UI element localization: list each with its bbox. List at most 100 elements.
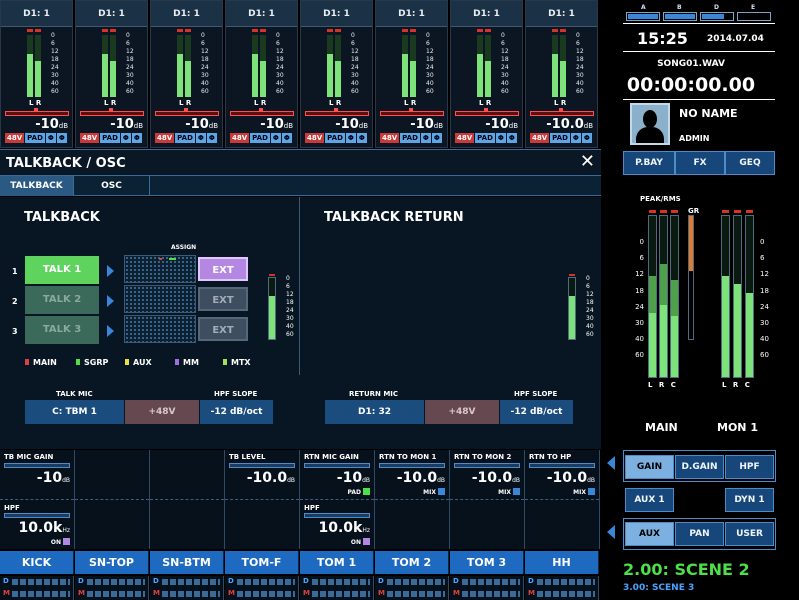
- ext-1-button[interactable]: EXT: [198, 257, 248, 281]
- param-tb-mic-gain[interactable]: TB MIC GAIN -10dB HPF 10.0kHz ON: [0, 450, 75, 549]
- phase-button[interactable]: Φ: [195, 133, 206, 143]
- channel-name[interactable]: D1: 1: [376, 1, 447, 27]
- mix-toggle[interactable]: MIX: [423, 488, 445, 496]
- phase-button[interactable]: Φ: [420, 133, 431, 143]
- param-bar[interactable]: [454, 463, 520, 468]
- channel-name[interactable]: D1: 1: [76, 1, 147, 27]
- channel-name-button[interactable]: HH: [525, 551, 599, 574]
- channel-2[interactable]: D1: 1 0 6 12 18 24 30 40 60 L R -10dB 48V PAD Φ Φ: [75, 0, 148, 148]
- link-button[interactable]: Φ: [356, 133, 367, 143]
- next-scene[interactable]: 3.00: SCENE 3: [623, 583, 695, 593]
- phantom-48v-button[interactable]: 48V: [155, 133, 175, 143]
- dgain-button[interactable]: D.GAIN: [675, 455, 724, 479]
- talk-hpf-slope-select[interactable]: -12 dB/oct: [200, 400, 273, 424]
- channel-name[interactable]: D1: 1: [451, 1, 522, 27]
- link-button[interactable]: Φ: [431, 133, 442, 143]
- talk-mic-select[interactable]: C: TBM 1: [25, 400, 124, 424]
- link-button[interactable]: Φ: [506, 133, 517, 143]
- channel-name-button[interactable]: TOM-F: [225, 551, 299, 574]
- link-button[interactable]: Φ: [281, 133, 292, 143]
- ext-2-button[interactable]: EXT: [198, 287, 248, 311]
- param-bar[interactable]: [4, 513, 70, 518]
- on-toggle[interactable]: ON: [351, 538, 370, 546]
- pad-button[interactable]: PAD: [475, 133, 495, 143]
- param-rtn-mon1[interactable]: RTN TO MON 1 -10.0dB MIX: [375, 450, 450, 549]
- channel-name[interactable]: D1: 1: [226, 1, 297, 27]
- assign-grid-3[interactable]: [124, 315, 196, 343]
- bank-d-indicator[interactable]: [700, 12, 734, 21]
- param-bar[interactable]: [304, 513, 370, 518]
- phantom-48v-button[interactable]: 48V: [380, 133, 400, 143]
- phase-button[interactable]: Φ: [120, 133, 131, 143]
- channel-fader[interactable]: [380, 108, 444, 116]
- channel-fader[interactable]: [80, 108, 144, 116]
- phantom-48v-button[interactable]: 48V: [305, 133, 325, 143]
- mix-toggle[interactable]: MIX: [498, 488, 520, 496]
- channel-fader[interactable]: [230, 108, 294, 116]
- channel-4[interactable]: D1: 1 0 6 12 18 24 30 40 60 L R -10dB 48V PAD Φ Φ: [225, 0, 298, 148]
- channel-fader[interactable]: [5, 108, 69, 116]
- aux-button[interactable]: AUX: [625, 522, 674, 546]
- param-rtn-mon2[interactable]: RTN TO MON 2 -10.0dB MIX: [450, 450, 525, 549]
- phantom-48v-button[interactable]: 48V: [455, 133, 475, 143]
- return-hpf-slope-select[interactable]: -12 dB/oct: [500, 400, 573, 424]
- arrow-left-icon[interactable]: [607, 456, 615, 470]
- arrow-left-icon[interactable]: [607, 525, 615, 539]
- channel-name[interactable]: D1: 1: [301, 1, 372, 27]
- fx-button[interactable]: FX: [675, 151, 725, 175]
- link-button[interactable]: Φ: [131, 133, 142, 143]
- tab-osc[interactable]: OSC: [74, 176, 150, 196]
- pad-button[interactable]: PAD: [325, 133, 345, 143]
- param-bar[interactable]: [379, 463, 445, 468]
- channel-6[interactable]: D1: 1 0 6 12 18 24 30 40 60 L R -10dB 48V PAD Φ Φ: [375, 0, 448, 148]
- pad-button[interactable]: PAD: [250, 133, 270, 143]
- param-bar[interactable]: [529, 463, 595, 468]
- channel-name-button[interactable]: KICK: [0, 551, 74, 574]
- pbay-button[interactable]: P.BAY: [623, 151, 675, 175]
- channel-name-button[interactable]: TOM 1: [300, 551, 374, 574]
- phantom-48v-button[interactable]: 48V: [5, 133, 25, 143]
- talk-2-button[interactable]: TALK 2: [25, 286, 99, 314]
- channel-fader[interactable]: [530, 108, 594, 116]
- channel-name-button[interactable]: TOM 2: [375, 551, 449, 574]
- return-mic-48v-button[interactable]: +48V: [425, 400, 499, 424]
- channel-name-button[interactable]: SN-BTM: [150, 551, 224, 574]
- pad-button[interactable]: PAD: [550, 133, 570, 143]
- link-button[interactable]: Φ: [56, 133, 67, 143]
- channel-name[interactable]: D1: 1: [151, 1, 222, 27]
- channel-name-button[interactable]: TOM 3: [450, 551, 524, 574]
- return-mic-select[interactable]: D1: 32: [325, 400, 424, 424]
- channel-name[interactable]: D1: 1: [1, 1, 72, 27]
- link-button[interactable]: Φ: [206, 133, 217, 143]
- pad-button[interactable]: PAD: [100, 133, 120, 143]
- phase-button[interactable]: Φ: [270, 133, 281, 143]
- channel-name[interactable]: D1: 1: [526, 1, 597, 27]
- param-bar[interactable]: [229, 463, 295, 468]
- phantom-48v-button[interactable]: 48V: [530, 133, 550, 143]
- channel-3[interactable]: D1: 1 0 6 12 18 24 30 40 60 L R -10dB 48V PAD Φ Φ: [150, 0, 223, 148]
- phase-button[interactable]: Φ: [495, 133, 506, 143]
- talk-3-button[interactable]: TALK 3: [25, 316, 99, 344]
- talk-mic-48v-button[interactable]: +48V: [125, 400, 199, 424]
- phase-button[interactable]: Φ: [45, 133, 56, 143]
- mix-toggle[interactable]: MIX: [573, 488, 595, 496]
- phase-button[interactable]: Φ: [570, 133, 581, 143]
- link-button[interactable]: Φ: [581, 133, 592, 143]
- channel-1[interactable]: D1: 1 0 6 12 18 24 30 40 60 L R -10dB 48V PAD Φ Φ: [0, 0, 73, 148]
- channel-fader[interactable]: [155, 108, 219, 116]
- pad-button[interactable]: PAD: [400, 133, 420, 143]
- close-icon[interactable]: ✕: [579, 151, 595, 172]
- ext-3-button[interactable]: EXT: [198, 317, 248, 341]
- channel-5[interactable]: D1: 1 0 6 12 18 24 30 40 60 L R -10dB 48V PAD Φ Φ: [300, 0, 373, 148]
- geq-button[interactable]: GEQ: [725, 151, 775, 175]
- pad-button[interactable]: PAD: [25, 133, 45, 143]
- gain-button[interactable]: GAIN: [625, 455, 674, 479]
- channel-fader[interactable]: [305, 108, 369, 116]
- channel-name-button[interactable]: SN-TOP: [75, 551, 149, 574]
- on-toggle[interactable]: ON: [51, 538, 70, 546]
- channel-fader[interactable]: [455, 108, 519, 116]
- phantom-48v-button[interactable]: 48V: [80, 133, 100, 143]
- user-button[interactable]: USER: [725, 522, 774, 546]
- pad-toggle[interactable]: PAD: [348, 488, 370, 496]
- param-tb-level[interactable]: TB LEVEL -10.0dB: [225, 450, 300, 549]
